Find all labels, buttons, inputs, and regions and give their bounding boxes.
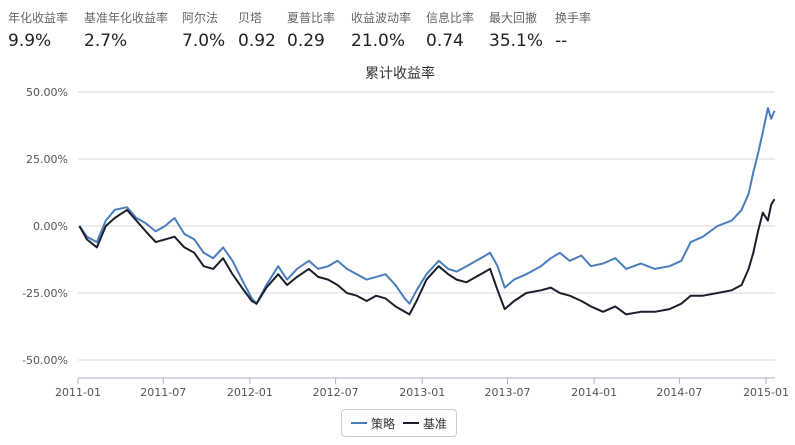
chart-series: [78, 107, 776, 316]
y-tick-label: 0.00%: [33, 220, 68, 233]
metric-information-ratio: 信息比率 0.74: [426, 10, 474, 52]
x-axis: 2011-01 2011-07 2012-01 2012-07 2013-01 2013-…: [55, 377, 789, 399]
metric-value: 0.74: [426, 31, 464, 51]
metric-volatility: 收益波动率 21.0%: [351, 10, 411, 52]
metrics-bar: 年化收益率 9.9% 基准年化收益率 2.7% 阿尔法 7.0% 贝塔 0.92…: [0, 0, 795, 56]
metric-label: 贝塔: [238, 11, 263, 25]
metric-value: 0.92: [238, 31, 276, 51]
x-tick-label: 2012-07: [313, 386, 359, 399]
legend-swatch: [403, 422, 419, 424]
metric-beta: 贝塔 0.92: [238, 10, 276, 52]
metric-value: 7.0%: [182, 31, 226, 51]
chart-gridlines: [78, 91, 775, 361]
legend-item-strategy[interactable]: 策略: [350, 415, 395, 432]
x-tick-label: 2013-07: [485, 386, 531, 399]
metric-max-drawdown: 最大回撤 35.1%: [489, 10, 543, 52]
legend-label: 基准: [423, 416, 448, 431]
metric-sharpe: 夏普比率 0.29: [287, 10, 335, 52]
x-tick-label: 2014-07: [656, 386, 702, 399]
metric-value: 35.1%: [489, 31, 544, 51]
y-tick-label: 50.00%: [26, 86, 68, 99]
chart-title: 累计收益率: [365, 65, 435, 82]
metric-label: 年化收益率: [8, 11, 69, 25]
chart-legend: 策略 基准: [341, 409, 457, 437]
metric-turnover: 换手率 --: [555, 10, 591, 52]
series-line-benchmark: [78, 198, 776, 316]
metric-value: 0.29: [287, 31, 325, 51]
metric-alpha: 阿尔法 7.0%: [182, 10, 225, 52]
metric-label: 最大回撤: [489, 11, 538, 25]
legend-swatch: [350, 422, 367, 424]
legend-label: 策略: [370, 416, 395, 431]
metric-label: 阿尔法: [182, 11, 219, 25]
y-axis: 50.00% 25.00% 0.00% -25.00% -50.00%: [22, 86, 68, 367]
x-tick-label: 2013-01: [399, 386, 445, 399]
legend-item-benchmark[interactable]: 基准: [403, 415, 447, 432]
x-tick-label: 2015-01: [743, 386, 789, 399]
metric-label: 换手率: [555, 11, 592, 25]
metric-label: 夏普比率: [287, 11, 336, 25]
metric-benchmark-annual-return: 基准年化收益率 2.7%: [84, 10, 168, 52]
metric-value: 2.7%: [84, 31, 128, 51]
metric-annual-return: 年化收益率 9.9%: [8, 10, 68, 52]
metric-label: 基准年化收益率: [84, 11, 169, 25]
metric-label: 收益波动率: [351, 11, 412, 25]
metric-value: 9.9%: [8, 31, 52, 51]
y-tick-label: -25.00%: [22, 287, 68, 300]
metric-label: 信息比率: [426, 11, 475, 25]
y-tick-label: 25.00%: [26, 153, 68, 166]
metric-value: --: [555, 31, 568, 51]
y-tick-label: -50.00%: [22, 354, 68, 367]
x-tick-label: 2012-01: [227, 386, 273, 399]
x-tick-label: 2011-07: [140, 386, 186, 399]
metric-value: 21.0%: [351, 31, 406, 51]
series-line-strategy: [78, 107, 776, 305]
x-tick-label: 2011-01: [55, 386, 101, 399]
x-tick-label: 2014-01: [571, 386, 617, 399]
